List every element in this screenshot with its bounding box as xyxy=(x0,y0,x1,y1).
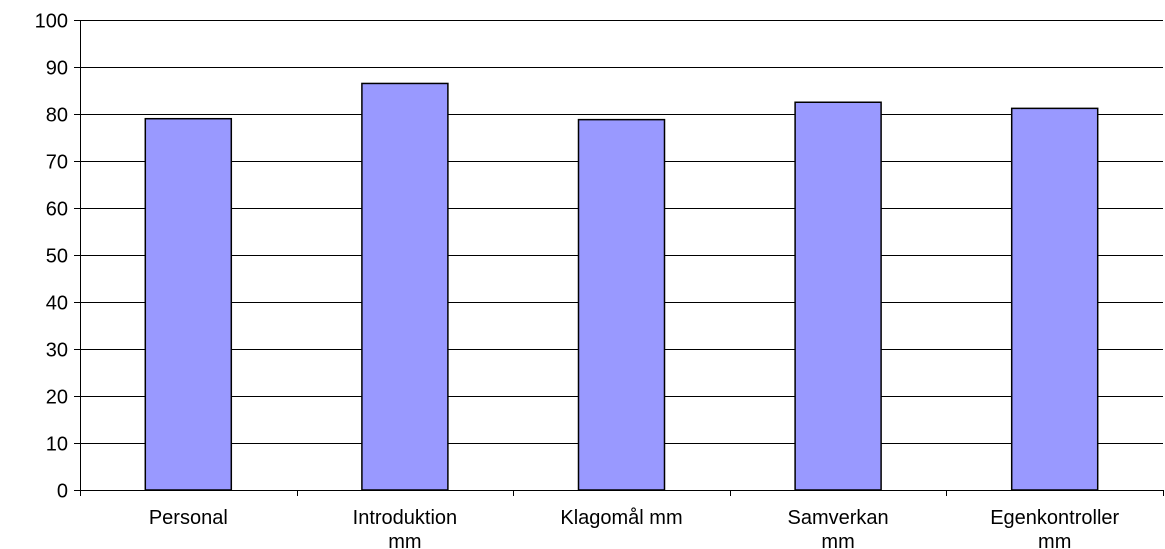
y-tick-label: 0 xyxy=(57,481,68,503)
y-tick-label: 30 xyxy=(46,340,68,362)
x-category-label: Egenkontroller xyxy=(990,507,1119,529)
y-tick-label: 70 xyxy=(46,152,68,174)
y-tick-label: 90 xyxy=(46,58,68,80)
bar xyxy=(361,82,449,491)
y-tick-label: 10 xyxy=(46,434,68,456)
x-category-label: Klagomål mm xyxy=(560,507,682,529)
y-tick-label: 60 xyxy=(46,199,68,221)
x-category-labels: Personal Introduktion mm Klagomål mm Samverk… xyxy=(149,507,1120,549)
x-category-label: Personal xyxy=(149,507,228,529)
x-category-label: Introduktion xyxy=(353,507,458,529)
bar xyxy=(577,118,666,491)
y-tick-label: 100 xyxy=(35,11,68,33)
x-category-label: Samverkan xyxy=(788,507,889,529)
y-tick-labels: 0 10 20 30 40 50 60 70 80 90 100 xyxy=(35,11,68,503)
x-category-label: mm xyxy=(388,531,421,549)
bar xyxy=(144,117,233,491)
x-category-label: mm xyxy=(1038,531,1071,549)
x-category-label: mm xyxy=(821,531,854,549)
bar xyxy=(794,101,882,491)
y-tick-label: 40 xyxy=(46,293,68,315)
bar xyxy=(1010,107,1099,491)
y-tick-label: 20 xyxy=(46,387,68,409)
bars xyxy=(144,82,1099,491)
y-tick-label: 50 xyxy=(46,246,68,268)
y-tick-label: 80 xyxy=(46,105,68,127)
